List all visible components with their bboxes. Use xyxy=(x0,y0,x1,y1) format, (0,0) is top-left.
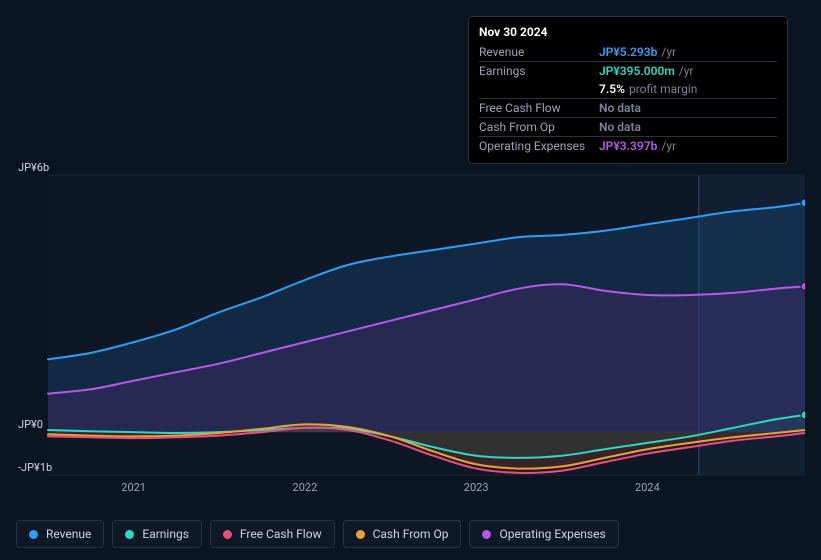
legend-label: Free Cash Flow xyxy=(240,527,322,541)
legend-item[interactable]: Cash From Op xyxy=(343,520,462,548)
tooltip-note-text: profit margin xyxy=(629,82,697,96)
tooltip-row: RevenueJP¥5.293b /yr xyxy=(479,43,777,61)
legend-label: Earnings xyxy=(142,527,189,541)
financial-chart[interactable]: JP¥6b JP¥0 -JP¥1b 2021 2022 2023 2024 xyxy=(16,155,805,515)
legend-label: Revenue xyxy=(46,527,91,541)
tooltip-row: Free Cash FlowNo data xyxy=(479,98,777,117)
tooltip-note-value: 7.5% xyxy=(599,82,625,96)
x-axis-label: 2023 xyxy=(464,481,489,494)
legend-item[interactable]: Free Cash Flow xyxy=(210,520,335,548)
tooltip-row-label: Revenue xyxy=(479,45,599,59)
x-axis-label: 2024 xyxy=(635,481,660,494)
tooltip-row: Cash From OpNo data xyxy=(479,117,777,136)
tooltip-row-label: Earnings xyxy=(479,64,599,78)
legend-swatch xyxy=(125,530,134,539)
tooltip-note-row: 7.5% profit margin xyxy=(479,80,777,98)
y-axis-label: -JP¥1b xyxy=(18,461,52,474)
legend-label: Operating Expenses xyxy=(499,527,605,541)
tooltip-row-label: Cash From Op xyxy=(479,120,599,134)
y-axis-label: JP¥0 xyxy=(18,418,43,431)
tooltip-date: Nov 30 2024 xyxy=(479,25,777,39)
legend-swatch xyxy=(223,530,232,539)
y-axis-label: JP¥6b xyxy=(18,161,49,174)
legend-item[interactable]: Revenue xyxy=(16,520,104,548)
x-axis-label: 2021 xyxy=(121,481,146,494)
tooltip-row-label: Free Cash Flow xyxy=(479,101,599,115)
tooltip-row: Operating ExpensesJP¥3.397b /yr xyxy=(479,136,777,155)
tooltip-row-label: Operating Expenses xyxy=(479,139,599,153)
chart-legend: Revenue Earnings Free Cash Flow Cash From O… xyxy=(16,520,619,548)
chart-tooltip: Nov 30 2024 RevenueJP¥5.293b /yrEarnings… xyxy=(468,16,788,164)
tooltip-row: EarningsJP¥395.000m /yr xyxy=(479,61,777,80)
legend-swatch xyxy=(29,530,38,539)
legend-swatch xyxy=(356,530,365,539)
tooltip-row-value: JP¥3.397b xyxy=(599,139,657,153)
tooltip-row-unit: /yr xyxy=(661,139,676,153)
tooltip-row-value: JP¥5.293b xyxy=(599,45,657,59)
legend-item[interactable]: Earnings xyxy=(112,520,202,548)
legend-swatch xyxy=(482,530,491,539)
tooltip-row-value: No data xyxy=(599,120,641,134)
x-axis-label: 2022 xyxy=(293,481,318,494)
tooltip-row-value: No data xyxy=(599,101,641,115)
tooltip-row-value: JP¥395.000m xyxy=(599,64,675,78)
tooltip-row-unit: /yr xyxy=(679,64,694,78)
tooltip-row-unit: /yr xyxy=(661,45,676,59)
legend-label: Cash From Op xyxy=(373,527,449,541)
legend-item[interactable]: Operating Expenses xyxy=(469,520,618,548)
